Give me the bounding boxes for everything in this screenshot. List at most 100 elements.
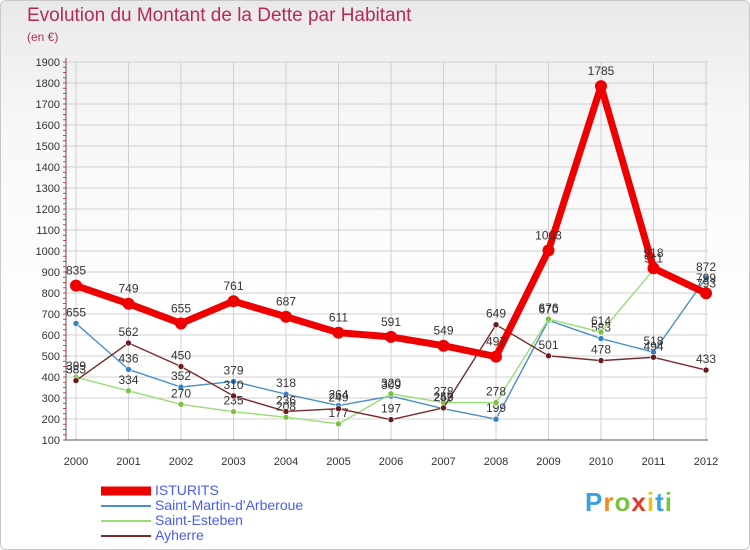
data-point-isturits xyxy=(122,297,135,310)
data-point-isturits xyxy=(280,310,292,323)
x-tick-label: 2004 xyxy=(274,456,298,468)
legend-swatch xyxy=(101,520,151,522)
data-point-isturits xyxy=(437,339,450,352)
data-label-isturits: 549 xyxy=(433,324,453,338)
y-tick-label: 600 xyxy=(42,330,60,342)
data-point-saint-martin-d-arberoue xyxy=(702,274,710,282)
y-tick-label: 1200 xyxy=(36,204,60,216)
logo-letter: x xyxy=(631,487,647,517)
data-point-ayherre xyxy=(387,416,395,423)
data-label-saint-esteben: 270 xyxy=(171,386,191,400)
data-point-ayherre xyxy=(492,321,500,329)
logo-letter: t xyxy=(655,487,665,517)
y-tick-label: 800 xyxy=(42,288,60,300)
y-tick-label: 1100 xyxy=(36,225,60,237)
data-label-ayherre: 249 xyxy=(328,391,348,405)
data-label-isturits: 918 xyxy=(643,246,663,260)
data-label-ayherre: 236 xyxy=(276,393,296,407)
data-point-ayherre xyxy=(650,353,657,361)
data-label-saint-martin-d-arberoue: 436 xyxy=(118,351,138,365)
data-label-saint-esteben: 399 xyxy=(66,359,86,373)
data-point-saint-esteben xyxy=(335,420,342,428)
data-point-saint-esteben xyxy=(387,390,395,398)
data-label-ayherre: 197 xyxy=(381,402,401,416)
data-label-saint-esteben: 278 xyxy=(433,385,453,399)
data-label-saint-martin-d-arberoue: 655 xyxy=(66,305,86,319)
data-point-saint-martin-d-arberoue xyxy=(230,378,237,385)
data-label-ayherre: 310 xyxy=(223,378,243,392)
data-point-ayherre xyxy=(125,339,132,347)
data-point-saint-martin-d-arberoue xyxy=(597,335,605,342)
data-point-saint-esteben xyxy=(125,387,132,395)
legend-swatch xyxy=(101,535,151,537)
logo-letter: o xyxy=(614,487,632,517)
data-label-isturits: 1003 xyxy=(535,228,562,242)
data-label-ayherre: 649 xyxy=(486,307,506,321)
data-point-saint-esteben xyxy=(492,399,500,406)
data-label-isturits: 655 xyxy=(171,301,191,315)
x-tick-label: 2011 xyxy=(642,456,666,468)
data-label-saint-martin-d-arberoue: 264 xyxy=(328,388,348,402)
data-point-isturits xyxy=(70,279,82,292)
data-point-isturits xyxy=(700,287,712,300)
legend-label: Saint-Esteben xyxy=(155,512,243,528)
y-tick-label: 1900 xyxy=(36,57,60,69)
data-point-isturits xyxy=(542,244,555,257)
data-point-ayherre xyxy=(282,408,290,415)
chart-unit-label: (en €) xyxy=(27,30,59,44)
data-label-saint-martin-d-arberoue: 318 xyxy=(276,376,296,390)
chart-title: Evolution du Montant de la Dette par Hab… xyxy=(27,5,412,26)
y-tick-label: 1600 xyxy=(36,120,60,132)
data-label-ayherre: 478 xyxy=(591,343,611,357)
y-tick-label: 1400 xyxy=(36,162,60,174)
logo-letter: i xyxy=(664,487,673,517)
x-tick-label: 2003 xyxy=(221,456,245,468)
y-tick-label: 1500 xyxy=(36,141,60,153)
data-label-isturits: 799 xyxy=(696,271,716,285)
data-label-saint-martin-d-arberoue: 199 xyxy=(486,401,506,415)
data-point-saint-martin-d-arberoue xyxy=(177,383,185,391)
data-point-saint-esteben xyxy=(177,400,185,408)
x-tick-label: 2010 xyxy=(589,456,613,468)
legend-label: Ayherre xyxy=(155,527,204,543)
data-label-isturits: 761 xyxy=(223,279,243,293)
x-tick-label: 2012 xyxy=(694,456,718,468)
data-point-saint-esteben xyxy=(230,408,237,415)
y-tick-label: 100 xyxy=(42,435,60,447)
y-tick-label: 400 xyxy=(42,372,60,384)
logo-letter: r xyxy=(603,487,615,517)
data-label-isturits: 1785 xyxy=(588,64,615,78)
data-label-ayherre: 383 xyxy=(66,363,86,377)
x-tick-label: 2001 xyxy=(116,456,140,468)
data-point-saint-martin-d-arberoue xyxy=(282,390,290,398)
logo-letter: P xyxy=(585,487,604,517)
data-label-saint-esteben: 793 xyxy=(696,276,716,290)
legend-swatch xyxy=(101,486,151,496)
data-point-saint-esteben xyxy=(545,315,552,323)
data-point-isturits xyxy=(647,262,660,275)
data-point-ayherre xyxy=(597,357,605,364)
data-label-saint-martin-d-arberoue: 872 xyxy=(696,260,716,274)
data-point-ayherre xyxy=(545,352,552,360)
data-point-ayherre xyxy=(72,377,80,384)
data-point-isturits xyxy=(490,350,502,363)
data-point-isturits xyxy=(385,330,397,343)
data-label-saint-martin-d-arberoue: 352 xyxy=(171,369,191,383)
data-label-isturits: 687 xyxy=(276,295,296,309)
y-tick-label: 700 xyxy=(42,309,60,321)
data-label-saint-esteben: 278 xyxy=(486,385,506,399)
data-point-isturits xyxy=(595,80,607,93)
data-point-ayherre xyxy=(440,404,447,412)
x-tick-label: 2006 xyxy=(379,456,403,468)
legend-label: Saint-Martin-d'Arberoue xyxy=(155,497,304,513)
y-tick-label: 1000 xyxy=(36,246,60,258)
y-tick-label: 500 xyxy=(42,351,60,363)
data-label-ayherre: 562 xyxy=(118,325,138,339)
data-label-ayherre: 253 xyxy=(433,390,453,404)
y-tick-label: 300 xyxy=(42,393,60,405)
data-label-ayherre: 450 xyxy=(171,349,191,363)
x-tick-label: 2000 xyxy=(64,456,88,468)
y-tick-label: 200 xyxy=(42,414,60,426)
data-point-ayherre xyxy=(230,392,237,400)
